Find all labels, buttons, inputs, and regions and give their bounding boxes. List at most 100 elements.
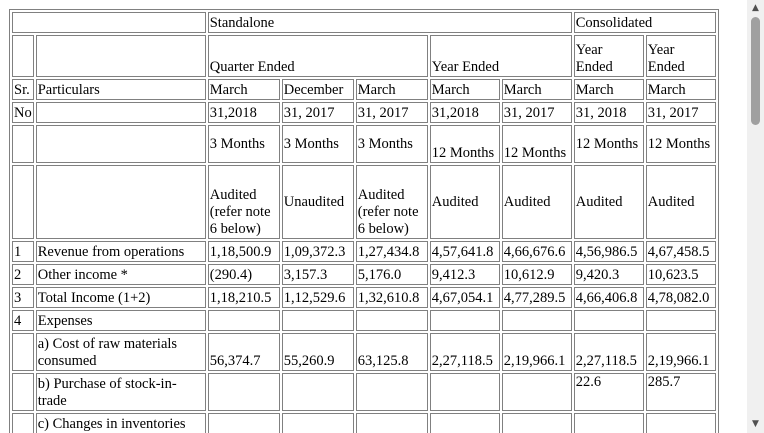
empty-cell — [35, 102, 206, 123]
audit-status: Audited (refer note 6 below) — [207, 165, 280, 239]
particulars-cell: Revenue from operations — [35, 241, 206, 262]
date-header: 31, 2017 — [281, 102, 354, 123]
scrollbar-thumb[interactable] — [751, 17, 760, 125]
value-cell — [429, 413, 500, 433]
standalone-header: Standalone — [207, 12, 572, 33]
value-cell: 56,374.7 — [207, 333, 280, 371]
value-cell: 9,420.3 — [573, 264, 644, 285]
value-cell — [501, 413, 572, 433]
empty-cell — [12, 35, 34, 77]
value-cell — [355, 310, 428, 331]
value-cell: 4,57,641.8 — [429, 241, 500, 262]
sr-cell: 1 — [12, 241, 34, 262]
value-cell: 4,78,082.0 — [645, 287, 716, 308]
sr-cell: 3 — [12, 287, 34, 308]
header-row-date: No 31,2018 31, 2017 31, 2017 31,2018 31,… — [12, 102, 716, 123]
value-cell: 1,12,529.6 — [281, 287, 354, 308]
empty-cell — [12, 12, 206, 33]
financial-results-table: Standalone Consolidated Quarter Ended Ye… — [9, 9, 719, 433]
duration-header: 3 Months — [281, 125, 354, 163]
empty-cell — [35, 125, 206, 163]
value-cell — [281, 413, 354, 433]
table-row: 1 Revenue from operations 1,18,500.9 1,0… — [12, 241, 716, 262]
value-cell — [207, 413, 280, 433]
value-cell: (290.4) — [207, 264, 280, 285]
cons-year-ended-header: Year Ended — [645, 35, 716, 77]
date-header: 31,2018 — [207, 102, 280, 123]
particulars-cell: Other income * — [35, 264, 206, 285]
header-row-audit-status: Audited (refer note 6 below) Unaudited A… — [12, 165, 716, 239]
particulars-cell: b) Purchase of stock-in-trade — [35, 373, 206, 411]
sr-cell: 4 — [12, 310, 34, 331]
value-cell: 1,18,500.9 — [207, 241, 280, 262]
value-cell: 1,27,434.8 — [355, 241, 428, 262]
table-row: b) Purchase of stock-in-trade 22.6 285.7 — [12, 373, 716, 411]
value-cell: 4,66,676.6 — [501, 241, 572, 262]
duration-header: 12 Months — [501, 125, 572, 163]
value-cell: 4,67,054.1 — [429, 287, 500, 308]
audit-status: Audited — [429, 165, 500, 239]
header-row-month: Sr. Particulars March December March Mar… — [12, 79, 716, 100]
month-header: March — [207, 79, 280, 100]
value-cell: 1,09,372.3 — [281, 241, 354, 262]
value-cell: 2,27,118.5 — [573, 333, 644, 371]
value-cell: 10,612.9 — [501, 264, 572, 285]
particulars-header: Particulars — [35, 79, 206, 100]
sr-cell — [12, 373, 34, 411]
value-cell — [573, 413, 644, 433]
scroll-up-arrow-icon[interactable]: ▲ — [752, 3, 759, 13]
particulars-cell: c) Changes in inventories — [35, 413, 206, 433]
duration-header: 3 Months — [355, 125, 428, 163]
value-cell: 1,18,210.5 — [207, 287, 280, 308]
value-cell — [501, 310, 572, 331]
value-cell: 3,157.3 — [281, 264, 354, 285]
audit-status: Audited — [645, 165, 716, 239]
consolidated-header: Consolidated — [573, 12, 716, 33]
value-cell — [281, 373, 354, 411]
cons-year-ended-header: Year Ended — [573, 35, 644, 77]
particulars-cell: a) Cost of raw materials consumed — [35, 333, 206, 371]
value-cell — [429, 310, 500, 331]
month-header: March — [645, 79, 716, 100]
value-cell: 4,77,289.5 — [501, 287, 572, 308]
vertical-scrollbar[interactable]: ▲ ▼ — [747, 0, 764, 433]
date-header: 31,2018 — [429, 102, 500, 123]
value-cell: 2,19,966.1 — [645, 333, 716, 371]
table-row: 4 Expenses — [12, 310, 716, 331]
table-row: a) Cost of raw materials consumed 56,374… — [12, 333, 716, 371]
value-cell: 63,125.8 — [355, 333, 428, 371]
duration-header: 12 Months — [645, 125, 716, 163]
value-cell: 4,67,458.5 — [645, 241, 716, 262]
duration-header: 12 Months — [429, 125, 500, 163]
value-cell — [501, 373, 572, 411]
date-header: 31, 2017 — [501, 102, 572, 123]
audit-status: Unaudited — [281, 165, 354, 239]
sr-header: No — [12, 102, 34, 123]
value-cell — [355, 373, 428, 411]
value-cell: 4,66,406.8 — [573, 287, 644, 308]
value-cell — [429, 373, 500, 411]
value-cell: 4,56,986.5 — [573, 241, 644, 262]
duration-header: 3 Months — [207, 125, 280, 163]
empty-cell — [35, 165, 206, 239]
scroll-down-arrow-icon[interactable]: ▼ — [752, 419, 759, 429]
value-cell: 55,260.9 — [281, 333, 354, 371]
particulars-cell: Expenses — [35, 310, 206, 331]
month-header: March — [573, 79, 644, 100]
value-cell — [207, 310, 280, 331]
date-header: 31, 2017 — [645, 102, 716, 123]
value-cell — [645, 413, 716, 433]
value-cell — [207, 373, 280, 411]
empty-cell — [35, 35, 206, 77]
value-cell: 5,176.0 — [355, 264, 428, 285]
table-row: 2 Other income * (290.4) 3,157.3 5,176.0… — [12, 264, 716, 285]
empty-cell — [12, 125, 34, 163]
value-cell — [355, 413, 428, 433]
sr-cell — [12, 333, 34, 371]
value-cell: 2,19,966.1 — [501, 333, 572, 371]
value-cell: 22.6 — [573, 373, 644, 411]
table-row: c) Changes in inventories — [12, 413, 716, 433]
month-header: December — [281, 79, 354, 100]
quarter-ended-header: Quarter Ended — [207, 35, 428, 77]
sr-cell — [12, 413, 34, 433]
